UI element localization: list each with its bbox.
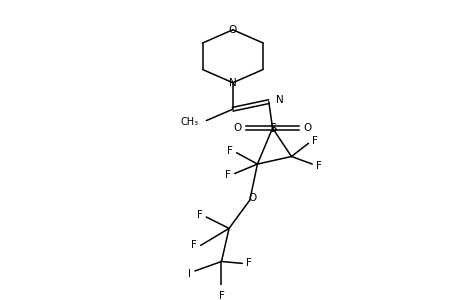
- Text: N: N: [276, 95, 284, 105]
- Text: F: F: [225, 170, 230, 180]
- Text: F: F: [312, 136, 317, 146]
- Text: F: F: [218, 290, 224, 300]
- Text: I: I: [187, 269, 190, 279]
- Text: N: N: [229, 78, 236, 88]
- Text: F: F: [227, 146, 232, 156]
- Text: CH₃: CH₃: [180, 118, 198, 128]
- Text: O: O: [233, 123, 241, 133]
- Text: F: F: [246, 258, 252, 268]
- Text: F: F: [196, 210, 202, 220]
- Text: F: F: [190, 240, 196, 250]
- Text: F: F: [315, 161, 321, 171]
- Text: O: O: [303, 123, 311, 133]
- Text: O: O: [248, 193, 256, 203]
- Text: S: S: [269, 122, 276, 135]
- Text: O: O: [228, 25, 236, 35]
